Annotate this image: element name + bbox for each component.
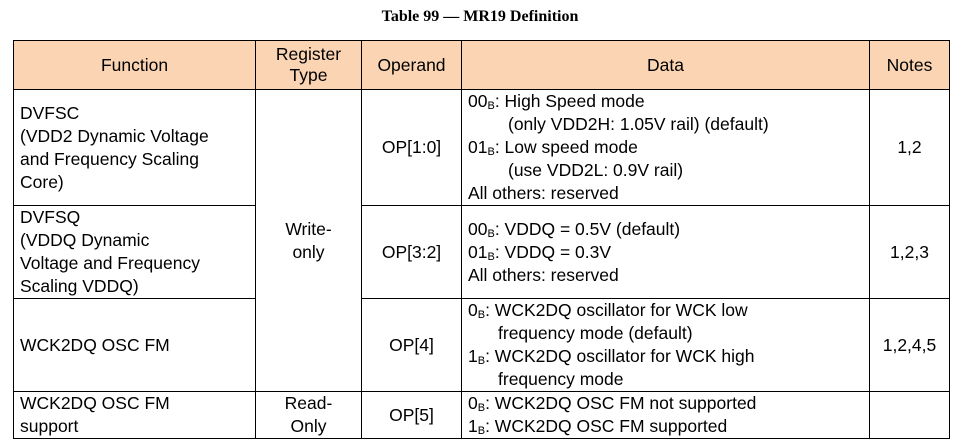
register-type-cell: Write- only xyxy=(255,89,362,392)
header-operand: Operand xyxy=(361,40,462,90)
data-line: (only VDD2H: 1.05V rail) (default) xyxy=(508,114,769,134)
function-line: DVFSC xyxy=(20,102,80,123)
data-line: 00B: High Speed mode xyxy=(468,91,645,112)
function-line: (VDDQ Dynamic xyxy=(20,230,150,250)
table-row: DVFSQ (VDDQ Dynamic Voltage and Frequenc… xyxy=(13,205,950,299)
notes-cell: 1,2 xyxy=(869,89,950,206)
data-line: frequency mode (default) xyxy=(498,323,693,343)
data-line: All others: reserved xyxy=(468,264,619,285)
function-line: Core) xyxy=(20,171,64,192)
notes-cell xyxy=(869,391,950,439)
data-line: frequency mode xyxy=(498,369,624,389)
register-type-cell: Read- Only xyxy=(255,391,362,439)
operand-cell: OP[4] xyxy=(361,298,462,392)
data-line: 0B: WCK2DQ oscillator for WCK low xyxy=(468,300,748,321)
register-type-line: Only xyxy=(290,416,327,436)
table-caption: Table 99 — MR19 Definition xyxy=(381,8,579,25)
mr19-definition-table: Function Register Type Operand Data Note… xyxy=(13,40,950,439)
data-line: 0B: WCK2DQ OSC FM not supported xyxy=(468,393,757,414)
function-line: Voltage and Frequency xyxy=(20,253,200,273)
data-cell: 0B: WCK2DQ oscillator for WCK low freque… xyxy=(461,298,870,392)
data-line: 1B: WCK2DQ oscillator for WCK high xyxy=(468,346,755,367)
function-line: (VDD2 Dynamic Voltage xyxy=(20,125,209,146)
data-cell: 0B: WCK2DQ OSC FM not supported 1B: WCK2… xyxy=(461,391,870,439)
operand-cell: OP[3:2] xyxy=(361,205,462,299)
function-cell: DVFSC (VDD2 Dynamic Voltage and Frequenc… xyxy=(13,89,256,206)
header-register-type-line1: Register xyxy=(275,44,342,64)
register-type-line: only xyxy=(292,241,325,262)
header-register-type-line2: Type xyxy=(289,65,328,85)
table-row: WCK2DQ OSC FM support Read- Only OP[5] 0… xyxy=(13,391,950,439)
notes-cell: 1,2,4,5 xyxy=(869,298,950,392)
function-line: DVFSQ xyxy=(20,207,81,227)
data-cell: 00B: VDDQ = 0.5V (default) 01B: VDDQ = 0… xyxy=(461,205,870,299)
register-type-line: Write- xyxy=(285,218,332,239)
data-line: All others: reserved xyxy=(468,183,619,203)
operand-cell: OP[1:0] xyxy=(361,89,462,206)
table-row: DVFSC (VDD2 Dynamic Voltage and Frequenc… xyxy=(13,89,950,392)
function-cell: WCK2DQ OSC FM support xyxy=(13,391,256,439)
data-line: 00B: VDDQ = 0.5V (default) xyxy=(468,218,681,240)
header-row: Function Register Type Operand Data Note… xyxy=(13,40,950,90)
function-cell: WCK2DQ OSC FM xyxy=(13,298,256,392)
data-line: 1B: WCK2DQ OSC FM supported xyxy=(468,416,728,437)
function-line: WCK2DQ OSC FM xyxy=(20,393,170,413)
function-line: and Frequency Scaling xyxy=(20,148,199,169)
function-line: support xyxy=(20,416,79,436)
data-line: (use VDD2L: 0.9V rail) xyxy=(508,160,684,180)
data-cell: 00B: High Speed mode (only VDD2H: 1.05V … xyxy=(461,89,870,206)
register-type-line: Read- xyxy=(284,393,333,413)
notes-cell: 1,2,3 xyxy=(869,205,950,299)
header-notes: Notes xyxy=(869,40,950,90)
header-function: Function xyxy=(13,40,256,90)
function-line: Scaling VDDQ) xyxy=(20,276,139,296)
function-line: WCK2DQ OSC FM xyxy=(20,334,170,355)
table-row: WCK2DQ OSC FM OP[4] 0B: WCK2DQ oscillato… xyxy=(13,298,950,392)
operand-cell: OP[5] xyxy=(361,391,462,439)
header-data: Data xyxy=(461,40,870,90)
data-line: 01B: Low speed mode xyxy=(468,137,638,158)
function-cell: DVFSQ (VDDQ Dynamic Voltage and Frequenc… xyxy=(13,205,256,299)
header-register-type: Register Type xyxy=(255,40,362,90)
data-line: 01B: VDDQ = 0.3V xyxy=(468,241,612,263)
